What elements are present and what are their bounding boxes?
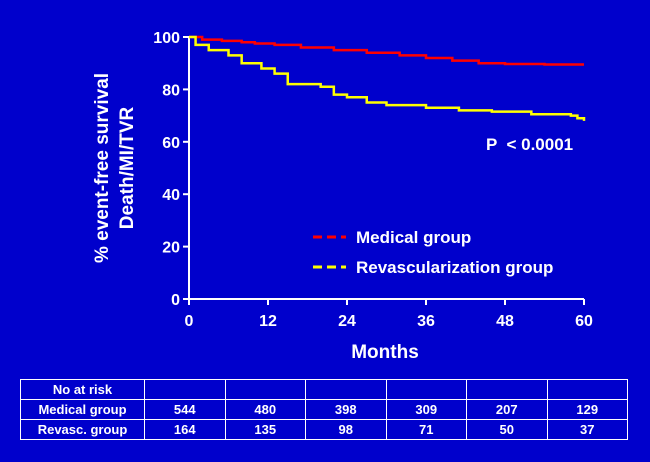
- legend-label-medical: Medical group: [356, 228, 471, 247]
- y-tick-label: 80: [162, 82, 180, 99]
- y-tick-label: 0: [171, 292, 180, 309]
- axes: 0 20 40 60 80 100 0 12 24 36 48 60: [153, 30, 593, 330]
- series-line-medical: [189, 35, 584, 66]
- p-value-annotation: P < 0.0001: [486, 135, 573, 154]
- y-axis-label-line2: Death/MI/TVR: [117, 106, 138, 229]
- y-tick-label: 100: [153, 30, 180, 47]
- table-header-row: No at risk: [20, 379, 628, 400]
- table-cell: 37: [546, 419, 628, 440]
- x-tick-label: 60: [575, 313, 593, 330]
- header-empty-cell: [305, 379, 387, 400]
- table-row-medical: Medical group 544 480 398 309 207 129: [20, 399, 628, 420]
- header-empty-cell: [224, 379, 306, 400]
- legend-label-revasc: Revascularization group: [356, 258, 553, 277]
- x-tick-label: 0: [185, 313, 194, 330]
- table-cell: 164: [144, 419, 226, 440]
- header-empty-cell: [385, 379, 467, 400]
- survival-chart: 0 20 40 60 80 100 0 12 24 36 48 60 Months % event-f…: [92, 30, 593, 363]
- x-tick-label: 48: [496, 313, 514, 330]
- table-cell: 129: [546, 399, 628, 420]
- legend: Medical group Revascularization group: [313, 228, 553, 277]
- y-axis-label-line1: % event-free survival: [92, 73, 113, 263]
- x-tick-label: 12: [259, 313, 277, 330]
- header-empty-cell: [466, 379, 548, 400]
- y-tick-label: 20: [162, 240, 180, 257]
- table-cell: 71: [385, 419, 467, 440]
- table-cell: 98: [305, 419, 387, 440]
- table-cell: 207: [466, 399, 548, 420]
- header-empty-cell: [144, 379, 226, 400]
- table-cell: 135: [224, 419, 306, 440]
- y-tick-label: 60: [162, 135, 180, 152]
- row-label: Medical group: [20, 399, 145, 420]
- table-cell: 480: [224, 399, 306, 420]
- header-empty-cell: [546, 379, 628, 400]
- table-cell: 398: [305, 399, 387, 420]
- series-line-revascularization: [189, 35, 586, 121]
- table-cell: 50: [466, 419, 548, 440]
- table-cell: 309: [385, 399, 467, 420]
- table-row-revasc: Revasc. group 164 135 98 71 50 37: [20, 419, 628, 440]
- x-tick-label: 24: [338, 313, 356, 330]
- x-tick-label: 36: [417, 313, 435, 330]
- x-axis-label: Months: [351, 342, 419, 363]
- y-tick-label: 40: [162, 187, 180, 204]
- number-at-risk-table: No at risk Medical group 544 480 398 309…: [20, 379, 628, 440]
- table-cell: 544: [144, 399, 226, 420]
- series-layer: [189, 35, 586, 121]
- header-label-cell: No at risk: [20, 379, 145, 400]
- row-label: Revasc. group: [20, 419, 145, 440]
